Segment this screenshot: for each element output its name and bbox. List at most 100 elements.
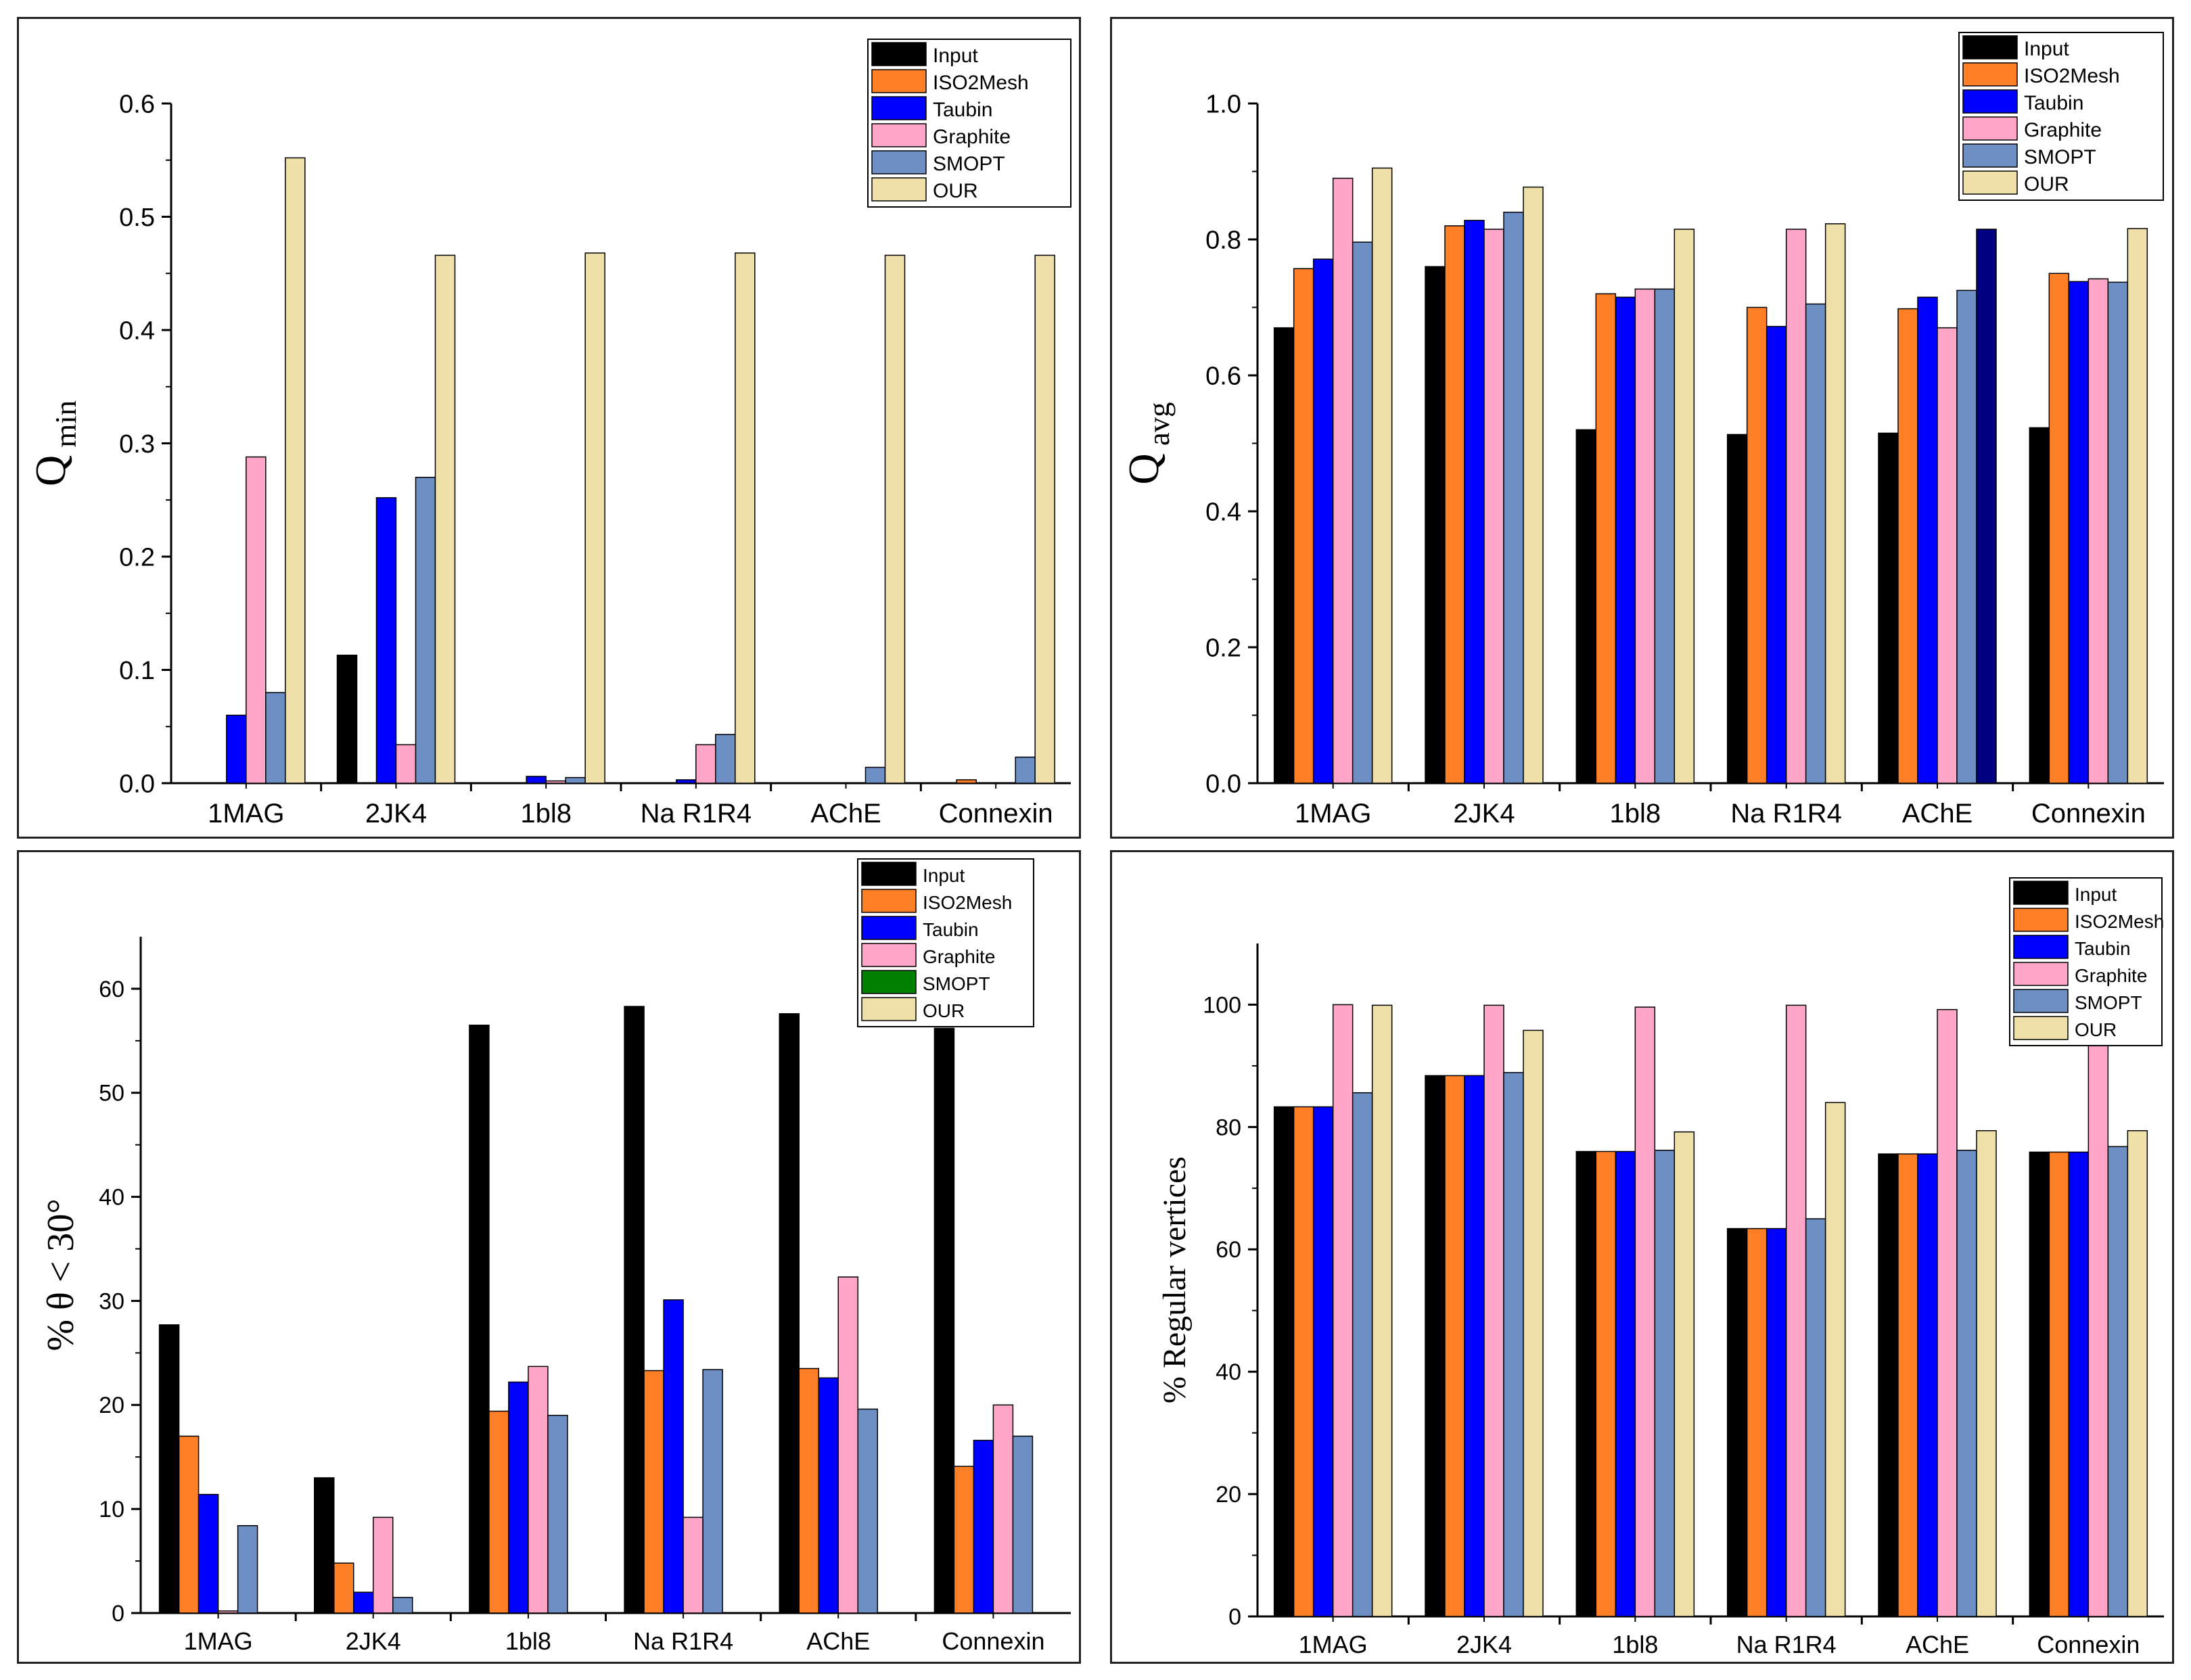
y-tick-label: 10 bbox=[99, 1497, 124, 1522]
bar-iso2mesh-na-r1r4 bbox=[1746, 306, 1768, 784]
legend-label-input: Input bbox=[933, 45, 978, 67]
bar-smopt-ache bbox=[1956, 289, 1977, 784]
bar-taubin-1bl8 bbox=[508, 1381, 529, 1614]
legend-label-smopt: SMOPT bbox=[923, 973, 990, 994]
x-category-label: 2JK4 bbox=[346, 1627, 401, 1655]
bar-taubin-1mag bbox=[1312, 258, 1334, 784]
legend-label-taubin: Taubin bbox=[2075, 938, 2131, 959]
y-tick-label: 0.2 bbox=[1205, 634, 1241, 662]
x-category-label: 1MAG bbox=[1299, 1631, 1368, 1658]
bar-taubin-2jk4 bbox=[1464, 1075, 1485, 1617]
bar-our-na-r1r4 bbox=[1824, 223, 1846, 784]
bar-our-ache bbox=[884, 254, 906, 784]
y-tick-label: 100 bbox=[1203, 992, 1241, 1018]
y-axis-label-subscript: min bbox=[49, 400, 83, 455]
bar-graphite-connexin bbox=[992, 1404, 1014, 1614]
legend-swatch-taubin bbox=[871, 96, 927, 120]
bar-taubin-na-r1r4 bbox=[1766, 325, 1787, 784]
bar-smopt-connexin bbox=[2107, 281, 2129, 784]
bar-smopt-na-r1r4 bbox=[1805, 303, 1826, 784]
y-tick-label: 30 bbox=[99, 1288, 124, 1314]
legend-label-input: Input bbox=[923, 865, 965, 886]
bar-smopt-2jk4 bbox=[415, 477, 436, 784]
bar-smopt-2jk4 bbox=[1503, 1072, 1524, 1617]
qavg-chart: 0.0 0.2 0.4 0.6 0.8 1.0 Q avg 1MAG 2JK4 1bl8 Na R1… bbox=[1120, 32, 2164, 829]
y-axis-label: % Regular vertices bbox=[1157, 1157, 1193, 1403]
bar-our-2jk4 bbox=[1523, 1029, 1544, 1617]
legend-label-graphite: Graphite bbox=[2024, 119, 2102, 141]
bar-input-na-r1r4 bbox=[1726, 434, 1748, 784]
bar-iso2mesh-2jk4 bbox=[333, 1562, 354, 1614]
bar-graphite-connexin bbox=[2088, 1006, 2109, 1617]
x-category-label: Connexin bbox=[2031, 799, 2146, 829]
y-tick-label: 60 bbox=[99, 977, 124, 1002]
x-category-label: 2JK4 bbox=[365, 799, 427, 829]
bar-graphite-2jk4 bbox=[373, 1516, 394, 1614]
x-category-label: AChE bbox=[806, 1627, 870, 1655]
bar-graphite-1mag bbox=[1332, 1004, 1354, 1617]
legend-swatch-iso2mesh bbox=[871, 69, 927, 93]
legend-swatch-taubin bbox=[861, 916, 917, 940]
bar-iso2mesh-connexin bbox=[2048, 273, 2070, 784]
bar-iso2mesh-1mag bbox=[1293, 1106, 1314, 1617]
bar-smopt-1bl8 bbox=[565, 776, 586, 784]
bar-input-1bl8 bbox=[469, 1025, 490, 1614]
bar-smopt-na-r1r4 bbox=[1805, 1218, 1826, 1617]
bar-taubin-1mag bbox=[226, 714, 247, 784]
bar-input-connexin bbox=[2029, 427, 2050, 784]
bar-taubin-na-r1r4 bbox=[1766, 1228, 1787, 1617]
bar-our-1bl8 bbox=[584, 252, 605, 784]
bar-input-1mag bbox=[1273, 1106, 1295, 1617]
bar-smopt-ache bbox=[864, 766, 886, 784]
bar-iso2mesh-ache bbox=[1897, 1153, 1918, 1617]
bar-taubin-na-r1r4 bbox=[663, 1299, 684, 1614]
legend-swatch-taubin bbox=[2013, 935, 2069, 959]
bar-taubin-ache bbox=[818, 1377, 839, 1614]
y-tick-label: 0.8 bbox=[1205, 226, 1241, 254]
bar-iso2mesh-connexin bbox=[956, 779, 977, 784]
bar-taubin-1mag bbox=[198, 1493, 219, 1614]
legend-swatch-smopt bbox=[861, 970, 917, 994]
bar-graphite-ache bbox=[837, 1276, 858, 1614]
chart-panel-regular: 0 20 40 60 80 100 % Regular vertices 1MAG 2JK4 1b… bbox=[1110, 850, 2174, 1664]
x-category-label: AChE bbox=[810, 799, 881, 829]
bar-our-connexin bbox=[2127, 1130, 2148, 1617]
legend-swatch-our bbox=[1962, 170, 2018, 195]
bar-taubin-2jk4 bbox=[1464, 220, 1485, 784]
bar-graphite-1mag bbox=[246, 456, 267, 784]
bar-taubin-na-r1r4 bbox=[676, 779, 697, 784]
y-tick-label: 60 bbox=[1216, 1237, 1241, 1263]
y-tick-label: 80 bbox=[1216, 1115, 1241, 1140]
x-category-label: 1bl8 bbox=[520, 799, 572, 829]
y-tick-label: 0.4 bbox=[1205, 498, 1241, 526]
bar-input-ache bbox=[779, 1013, 800, 1614]
legend-swatch-smopt bbox=[871, 150, 927, 174]
legend-label-taubin: Taubin bbox=[923, 919, 979, 940]
x-category-label: 1bl8 bbox=[1612, 1631, 1658, 1658]
bar-iso2mesh-1bl8 bbox=[1595, 1150, 1617, 1617]
legend-label-our: OUR bbox=[923, 1000, 965, 1021]
bar-graphite-2jk4 bbox=[1483, 1004, 1504, 1617]
legend-swatch-our bbox=[861, 997, 917, 1021]
x-category-label: 1bl8 bbox=[1610, 799, 1661, 829]
bar-graphite-1mag bbox=[217, 1610, 239, 1614]
bar-iso2mesh-ache bbox=[1897, 308, 1918, 784]
legend-swatch-iso2mesh bbox=[2013, 908, 2069, 932]
bar-smopt-na-r1r4 bbox=[702, 1369, 723, 1614]
bar-input-1mag bbox=[158, 1324, 180, 1614]
bar-smopt-1bl8 bbox=[547, 1414, 568, 1614]
bar-graphite-ache bbox=[1937, 1008, 1958, 1617]
bar-our-1mag bbox=[285, 157, 306, 784]
y-tick-label: 0.0 bbox=[1205, 770, 1241, 798]
bar-smopt-ache bbox=[1956, 1149, 1977, 1617]
y-tick-label: 0.5 bbox=[119, 204, 155, 232]
legend-swatch-taubin bbox=[1962, 89, 2018, 114]
bar-taubin-connexin bbox=[973, 1439, 994, 1614]
y-axis-label: Q avg bbox=[1120, 402, 1176, 484]
bar-our-connexin bbox=[1034, 254, 1055, 784]
chart-panel-qavg: 0.0 0.2 0.4 0.6 0.8 1.0 Q avg 1MAG 2JK4 1bl8 Na R1… bbox=[1110, 17, 2174, 839]
bar-iso2mesh-na-r1r4 bbox=[1746, 1228, 1768, 1617]
y-tick-label: 0.6 bbox=[1205, 362, 1241, 390]
legend-label-iso2mesh: ISO2Mesh bbox=[2075, 911, 2164, 932]
legend-label-graphite: Graphite bbox=[2075, 965, 2147, 986]
